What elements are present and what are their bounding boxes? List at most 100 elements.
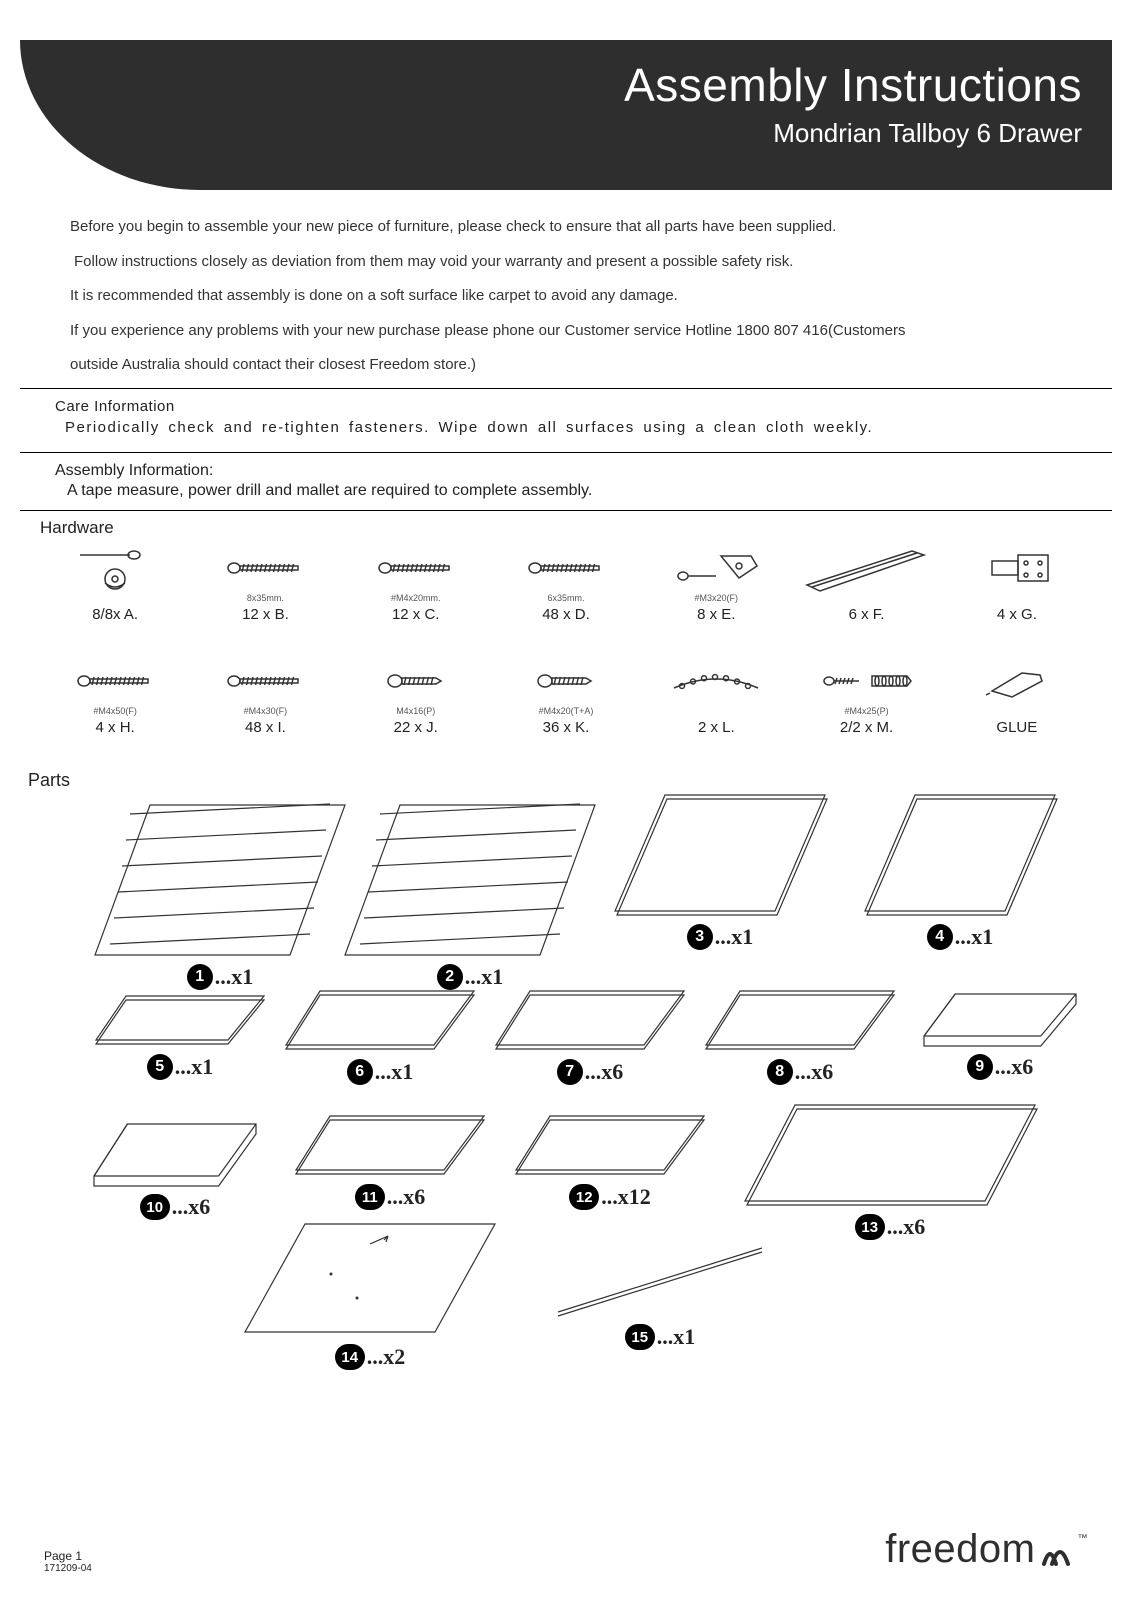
doc-code: 171209-04	[44, 1563, 92, 1574]
part-4: 4 ...x1	[860, 790, 1060, 950]
hardware-item-A: 8/8x A.	[40, 540, 190, 623]
hardware-sub: #M3x20(F)	[695, 593, 739, 603]
hardware-sub: 8x35mm.	[247, 593, 284, 603]
part-qty: ...x12	[601, 1184, 651, 1210]
part-label: 15 ...x1	[625, 1324, 696, 1350]
part-10: 10 ...x6	[90, 1120, 260, 1220]
part-number-badge: 10	[140, 1194, 170, 1220]
hardware-sub: #M4x25(P)	[845, 706, 889, 716]
hardware-item-E: #M3x20(F) 8 x E.	[641, 540, 791, 623]
divider	[20, 510, 1112, 511]
divider	[20, 452, 1112, 453]
part-number-badge: 13	[855, 1214, 885, 1240]
hardware-qty: GLUE	[996, 719, 1037, 736]
part-label: 3 ...x1	[687, 924, 754, 950]
part-9: 9 ...x6	[920, 990, 1080, 1080]
part-qty: ...x1	[375, 1059, 414, 1085]
part-number-badge: 5	[147, 1054, 173, 1080]
part-number-badge: 14	[335, 1344, 365, 1370]
hardware-item-F: 6 x F.	[791, 540, 941, 623]
screw-short-icon	[366, 653, 466, 708]
part-3: 3 ...x1	[610, 790, 830, 950]
part-12: 12 ...x12	[510, 1110, 710, 1210]
hardware-qty: 12 x B.	[242, 606, 289, 623]
hardware-qty: 6 x F.	[849, 606, 885, 623]
part-label: 6 ...x1	[347, 1059, 414, 1085]
part-number-badge: 6	[347, 1059, 373, 1085]
part-number-badge: 12	[569, 1184, 599, 1210]
parts-label: Parts	[28, 770, 70, 791]
hardware-grid: 8/8x A. 8x35mm. 12 x B. #M4x20mm. 12 x C…	[40, 540, 1092, 736]
part-qty: ...x1	[175, 1054, 214, 1080]
part-15: 15 ...x1	[550, 1240, 770, 1350]
hardware-qty: 48 x D.	[542, 606, 590, 623]
assembly-title: Assembly Information:	[55, 462, 1092, 480]
intro-line: Before you begin to assemble your new pi…	[70, 210, 1072, 245]
hardware-qty: 4 x H.	[96, 719, 135, 736]
part-number-badge: 15	[625, 1324, 655, 1350]
part-label: 7 ...x6	[557, 1059, 624, 1085]
part-8: 8 ...x6	[700, 985, 900, 1085]
part-qty: ...x1	[215, 964, 254, 990]
part-label: 5 ...x1	[147, 1054, 214, 1080]
hardware-qty: 12 x C.	[392, 606, 440, 623]
rail-icon	[817, 540, 917, 595]
hardware-item-J: M4x16(P) 22 x J.	[341, 653, 491, 736]
brand-logo: freedom ™	[885, 1527, 1088, 1572]
part-number-badge: 9	[967, 1054, 993, 1080]
hardware-sub: #M4x20mm.	[391, 593, 441, 603]
assembly-info: Assembly Information: A tape measure, po…	[55, 462, 1092, 500]
screw-long-icon	[215, 540, 315, 595]
screw-short-icon	[516, 653, 616, 708]
part-number-badge: 11	[355, 1184, 385, 1210]
hardware-item-H: #M4x50(F) 4 x H.	[40, 653, 190, 736]
screw-long-icon	[65, 653, 165, 708]
part-label: 8 ...x6	[767, 1059, 834, 1085]
part-1: 1 ...x1	[90, 800, 350, 990]
footer-page: Page 1 171209-04	[44, 1550, 92, 1574]
care-info: Care Information Periodically check and …	[55, 398, 1092, 436]
hardware-item-L: 2 x L.	[641, 653, 791, 736]
part-number-badge: 4	[927, 924, 953, 950]
part-qty: ...x6	[887, 1214, 926, 1240]
intro-line: Follow instructions closely as deviation…	[70, 245, 1072, 280]
hardware-qty: 8/8x A.	[92, 606, 138, 623]
part-qty: ...x1	[657, 1324, 696, 1350]
intro-line: outside Australia should contact their c…	[70, 348, 1072, 383]
part-qty: ...x2	[367, 1344, 406, 1370]
header-banner: Assembly Instructions Mondrian Tallboy 6…	[20, 40, 1112, 190]
part-qty: ...x6	[795, 1059, 834, 1085]
part-qty: ...x1	[715, 924, 754, 950]
part-6: 6 ...x1	[280, 985, 480, 1085]
bracket-icon	[967, 540, 1067, 595]
part-14: 14 ...x2	[240, 1220, 500, 1370]
doc-subtitle: Mondrian Tallboy 6 Drawer	[773, 118, 1082, 149]
part-label: 9 ...x6	[967, 1054, 1034, 1080]
part-qty: ...x6	[995, 1054, 1034, 1080]
hardware-item-K: #M4x20(T+A) 36 x K.	[491, 653, 641, 736]
divider	[20, 388, 1112, 389]
hardware-item-GLUE: GLUE	[942, 653, 1092, 736]
part-2: 2 ...x1	[340, 800, 600, 990]
screw-washer-icon	[666, 540, 766, 595]
hardware-label: Hardware	[40, 518, 114, 538]
part-qty: ...x6	[585, 1059, 624, 1085]
screw-long-icon	[366, 540, 466, 595]
part-qty: ...x1	[955, 924, 994, 950]
hardware-sub: #M4x20(T+A)	[539, 706, 594, 716]
hardware-sub: #M4x30(F)	[244, 706, 288, 716]
glue-icon	[967, 653, 1067, 708]
intro-text: Before you begin to assemble your new pi…	[70, 210, 1072, 383]
hardware-sub: M4x16(P)	[396, 706, 435, 716]
part-13: 13 ...x6	[740, 1100, 1040, 1240]
hardware-qty: 22 x J.	[394, 719, 438, 736]
hardware-qty: 36 x K.	[543, 719, 590, 736]
brand-icon	[1040, 1538, 1074, 1568]
hardware-item-C: #M4x20mm. 12 x C.	[341, 540, 491, 623]
hardware-item-D: 6x35mm. 48 x D.	[491, 540, 641, 623]
hardware-item-M: #M4x25(P) 2/2 x M.	[791, 653, 941, 736]
part-qty: ...x6	[172, 1194, 211, 1220]
part-label: 11 ...x6	[355, 1184, 426, 1210]
part-label: 1 ...x1	[187, 964, 254, 990]
part-label: 14 ...x2	[335, 1344, 406, 1370]
